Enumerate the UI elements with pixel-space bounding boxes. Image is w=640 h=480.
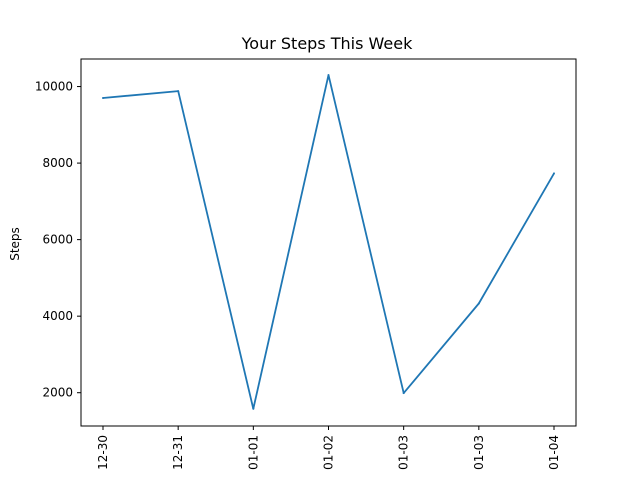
data-point [252,407,255,410]
x-tick-label: 01-03 [472,435,486,470]
x-tick-label: 12-30 [96,435,110,470]
y-tick-label: 4000 [42,309,73,323]
x-tick-label: 01-01 [246,435,260,470]
y-tick-label: 10000 [35,80,73,94]
y-tick-label: 6000 [42,233,73,247]
y-tick-label: 2000 [42,386,73,400]
data-point [327,74,330,77]
data-point [553,172,555,175]
series-line [102,74,555,410]
x-tick-label: 01-04 [547,435,561,470]
data-point [177,90,180,93]
y-axis-label: Steps [8,227,22,261]
plot-area-frame [80,58,577,427]
y-tick-label: 8000 [42,156,73,170]
data-point [402,392,405,395]
x-tick-label: 12-31 [171,435,185,470]
data-point [477,302,480,305]
x-tick-label: 01-02 [322,435,336,470]
y-axis: 2000 4000 6000 8000 10000 [35,80,81,400]
data-point [102,97,104,100]
x-tick-label: 01-03 [397,435,411,470]
chart-title: Your Steps This Week [241,34,413,53]
x-axis: 12-30 12-31 01-01 01-02 01-03 01-03 01-04 [96,426,561,470]
series-layer [102,74,555,410]
